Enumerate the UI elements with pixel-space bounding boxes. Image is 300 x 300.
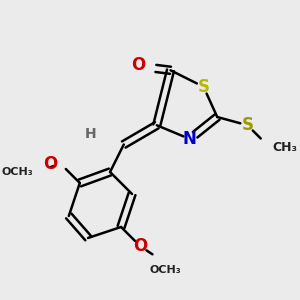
Text: N: N: [183, 130, 197, 148]
Text: CH₃: CH₃: [272, 141, 297, 154]
Text: O: O: [44, 155, 58, 173]
Text: S: S: [197, 78, 209, 96]
Text: H: H: [85, 127, 96, 140]
Text: O: O: [133, 237, 147, 255]
Text: S: S: [242, 116, 254, 134]
Text: OCH₃: OCH₃: [149, 266, 181, 275]
Text: O: O: [131, 56, 146, 74]
Text: OCH₃: OCH₃: [2, 167, 33, 177]
